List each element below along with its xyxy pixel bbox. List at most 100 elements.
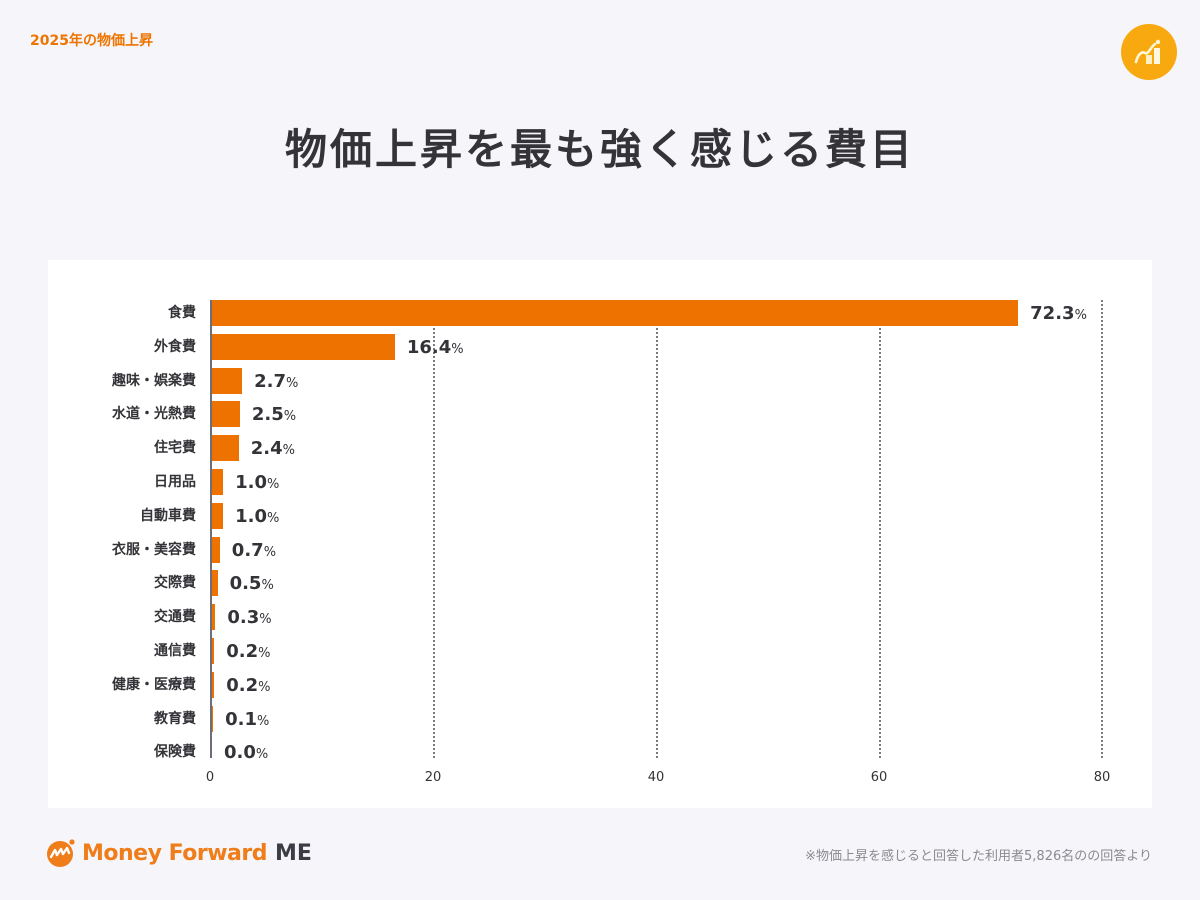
bar-row: 趣味・娯楽費 2.7% [112, 367, 1102, 397]
bar-row: 交通費 0.3% [154, 604, 1102, 633]
value-unit: % [258, 679, 271, 695]
bar [212, 300, 1019, 326]
gridline-60 [879, 300, 881, 758]
chart-panel: 食費 72.3% 外食費 16.4% 趣味・娯楽費 2.7% 水道・光熱費 2.5% 住宅費 2.… [48, 260, 1152, 808]
x-tick-label: 20 [424, 770, 442, 785]
category-label: 住宅費 [154, 440, 196, 457]
bar-row: 住宅費 2.4% [154, 435, 1102, 464]
value-label: 0.2% [226, 639, 270, 667]
value-number: 72.3 [1030, 303, 1075, 324]
bar [212, 705, 214, 732]
category-label: 交際費 [154, 575, 196, 592]
bar-row: 日用品 1.0% [154, 469, 1102, 498]
category-label: 自動車費 [140, 507, 196, 524]
bar [212, 604, 216, 631]
x-tick-label: 80 [1093, 770, 1111, 785]
y-axis-line [210, 300, 212, 758]
value-unit: % [1074, 308, 1087, 323]
brand-suffix: ME [274, 840, 312, 866]
category-label: 水道・光熱費 [112, 406, 196, 423]
category-label: 衣服・美容費 [112, 541, 196, 558]
category-label: 交通費 [154, 609, 196, 626]
bar [212, 469, 224, 495]
value-label: 1.0% [235, 470, 279, 498]
bar-row: 外食費 16.4% [154, 333, 1102, 363]
value-unit: % [255, 747, 269, 763]
value-label: 72.3% [1030, 301, 1087, 329]
gridline-40 [656, 300, 658, 758]
value-unit: % [451, 341, 464, 357]
value-number: 0.2 [226, 674, 259, 696]
value-label: 0.5% [230, 571, 274, 599]
value-label: 2.7% [254, 369, 298, 397]
value-unit: % [267, 510, 280, 526]
kicker-label: 2025年の物価上昇 [30, 33, 153, 49]
value-label: 1.0% [235, 504, 279, 532]
category-label: 通信費 [154, 643, 196, 659]
value-unit: % [285, 375, 299, 391]
value-unit: % [263, 544, 277, 560]
value-number: 0.5 [229, 573, 262, 595]
category-label: 趣味・娯楽費 [112, 372, 196, 389]
money-forward-logo-icon [47, 839, 75, 867]
value-number: 2.7 [254, 370, 286, 392]
category-label: 日用品 [154, 474, 196, 490]
brand-logo: Money Forward ME [46, 836, 312, 870]
bar-row: 健康・医療費 0.2% [112, 671, 1102, 701]
bar [212, 435, 239, 462]
value-label: 16.4% [407, 335, 464, 363]
x-tick-label: 60 [870, 770, 888, 785]
value-label: 0.3% [227, 605, 271, 633]
brand-name: Money Forward [82, 840, 267, 866]
value-label: 0.2% [226, 673, 270, 701]
bar [212, 333, 395, 360]
category-label: 外食費 [154, 338, 196, 355]
value-number: 0.1 [225, 708, 257, 730]
value-number: 0.0 [224, 742, 256, 764]
category-label: 食費 [168, 305, 196, 321]
bar-row: 通信費 0.2% [154, 638, 1102, 667]
bar [212, 367, 243, 394]
value-number: 0.2 [226, 641, 259, 662]
value-number: 2.4 [250, 438, 283, 460]
page-title: 物価上昇を最も強く感じる費目 [284, 125, 915, 174]
value-unit: % [282, 443, 295, 459]
bar-row: 教育費 0.1% [154, 705, 1102, 735]
gridline-80 [1101, 300, 1103, 758]
category-label: 保険費 [154, 744, 196, 761]
x-tick-label: 40 [647, 770, 665, 785]
bar-row: 自動車費 1.0% [140, 502, 1102, 532]
chart-growth-icon [1121, 24, 1177, 80]
value-unit: % [283, 409, 297, 425]
bar-row: 保険費 0.0% [154, 739, 1102, 768]
value-label: 2.5% [252, 402, 296, 430]
x-tick-label: 0 [205, 770, 215, 785]
value-number: 2.5 [251, 404, 284, 426]
bar-row: 水道・光熱費 2.5% [112, 401, 1102, 430]
value-number: 16.4 [406, 336, 452, 358]
bar [212, 401, 240, 428]
bar [212, 502, 224, 529]
value-unit: % [259, 612, 272, 628]
category-label: 教育費 [154, 710, 196, 727]
gridline-20 [433, 300, 435, 758]
value-unit: % [258, 646, 271, 661]
value-label: 0.0% [224, 740, 268, 768]
value-unit: % [257, 713, 270, 729]
value-unit: % [261, 578, 274, 594]
bar [212, 536, 220, 563]
value-label: 2.4% [251, 436, 295, 464]
category-label: 健康・医療費 [112, 676, 196, 693]
bar-chart: 食費 72.3% 外食費 16.4% 趣味・娯楽費 2.7% 水道・光熱費 2.5% 住宅費 2.… [112, 300, 1110, 785]
footnote: ※物価上昇を感じると回答した利用者5,826名のの回答より [805, 849, 1152, 864]
value-unit: % [267, 477, 280, 492]
bar [212, 570, 218, 597]
value-number: 0.7 [231, 539, 264, 561]
value-label: 0.1% [225, 707, 269, 735]
bar [212, 671, 215, 698]
value-number: 0.3 [227, 607, 260, 629]
bar-row: 衣服・美容費 0.7% [112, 536, 1102, 566]
value-label: 0.7% [232, 538, 276, 566]
value-number: 1.0 [235, 505, 268, 527]
value-number: 1.0 [235, 472, 268, 493]
